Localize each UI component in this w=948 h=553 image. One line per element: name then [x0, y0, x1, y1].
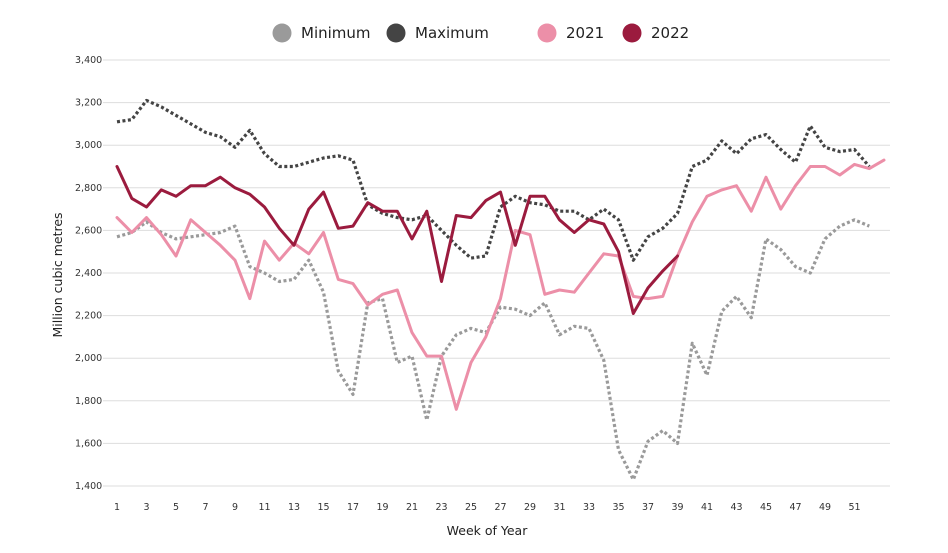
x-tick-label: 17 [347, 502, 359, 513]
legend-label-maximum: Maximum [415, 24, 489, 42]
x-tick-label: 25 [465, 502, 477, 513]
x-tick-label: 37 [642, 502, 654, 513]
series-line-minimum [116, 218, 870, 482]
y-tick-label: 1,400 [75, 481, 102, 492]
x-tick-label: 39 [671, 502, 683, 513]
y-axis-title: Million cubic metres [50, 212, 65, 337]
y-tick-label: 2,800 [75, 183, 102, 194]
x-tick-label: 19 [376, 502, 388, 513]
y-tick-label: 2,400 [75, 268, 102, 279]
legend-marker-minimum [272, 23, 292, 43]
series-line-maximum [116, 98, 871, 262]
y-tick-label: 2,200 [75, 311, 102, 322]
x-tick-label: 1 [114, 502, 120, 513]
x-tick-label: 33 [583, 502, 595, 513]
x-tick-label: 27 [494, 502, 506, 513]
x-tick-label: 13 [288, 502, 300, 513]
legend: Minimum Maximum 2021 2022 [272, 23, 689, 43]
gridlines [103, 59, 890, 487]
x-tick-label: 31 [553, 502, 565, 513]
y-axis-ticks: 1,400 1,600 1,800 2,000 2,200 2,400 2,600 2,800… [75, 55, 102, 492]
x-axis-ticks: 1 3 5 7 9 11 13 15 17 19 21 23 25 27 29 31 33 35 37 39 41 43 4… [114, 502, 861, 513]
x-tick-label: 51 [848, 502, 860, 513]
y-tick-label: 1,800 [75, 396, 102, 407]
x-tick-label: 21 [406, 502, 418, 513]
x-tick-label: 23 [435, 502, 447, 513]
x-tick-label: 5 [173, 502, 179, 513]
x-tick-label: 29 [524, 502, 536, 513]
legend-label-2022: 2022 [651, 24, 689, 42]
series-line-2022 [115, 165, 679, 315]
x-tick-label: 3 [143, 502, 149, 513]
y-tick-label: 1,600 [75, 438, 102, 449]
x-axis-title: Week of Year [447, 523, 529, 538]
x-tick-label: 45 [760, 502, 772, 513]
legend-marker-2022 [622, 23, 642, 43]
x-tick-label: 7 [202, 502, 208, 513]
x-tick-label: 41 [701, 502, 713, 513]
legend-label-minimum: Minimum [301, 24, 371, 42]
y-tick-label: 3,400 [75, 55, 102, 66]
y-tick-label: 3,200 [75, 98, 102, 109]
y-tick-label: 2,600 [75, 225, 102, 236]
x-tick-label: 9 [232, 502, 238, 513]
y-tick-label: 3,000 [75, 140, 102, 151]
x-tick-label: 15 [317, 502, 329, 513]
legend-marker-maximum [386, 23, 406, 43]
x-tick-label: 49 [819, 502, 831, 513]
x-tick-label: 47 [789, 502, 801, 513]
series-line-2021 [115, 158, 886, 411]
series-lines [115, 98, 886, 482]
x-tick-label: 11 [258, 502, 270, 513]
x-tick-label: 35 [612, 502, 624, 513]
y-tick-label: 2,000 [75, 353, 102, 364]
legend-marker-2021 [537, 23, 557, 43]
legend-label-2021: 2021 [566, 24, 604, 42]
x-tick-label: 43 [730, 502, 742, 513]
